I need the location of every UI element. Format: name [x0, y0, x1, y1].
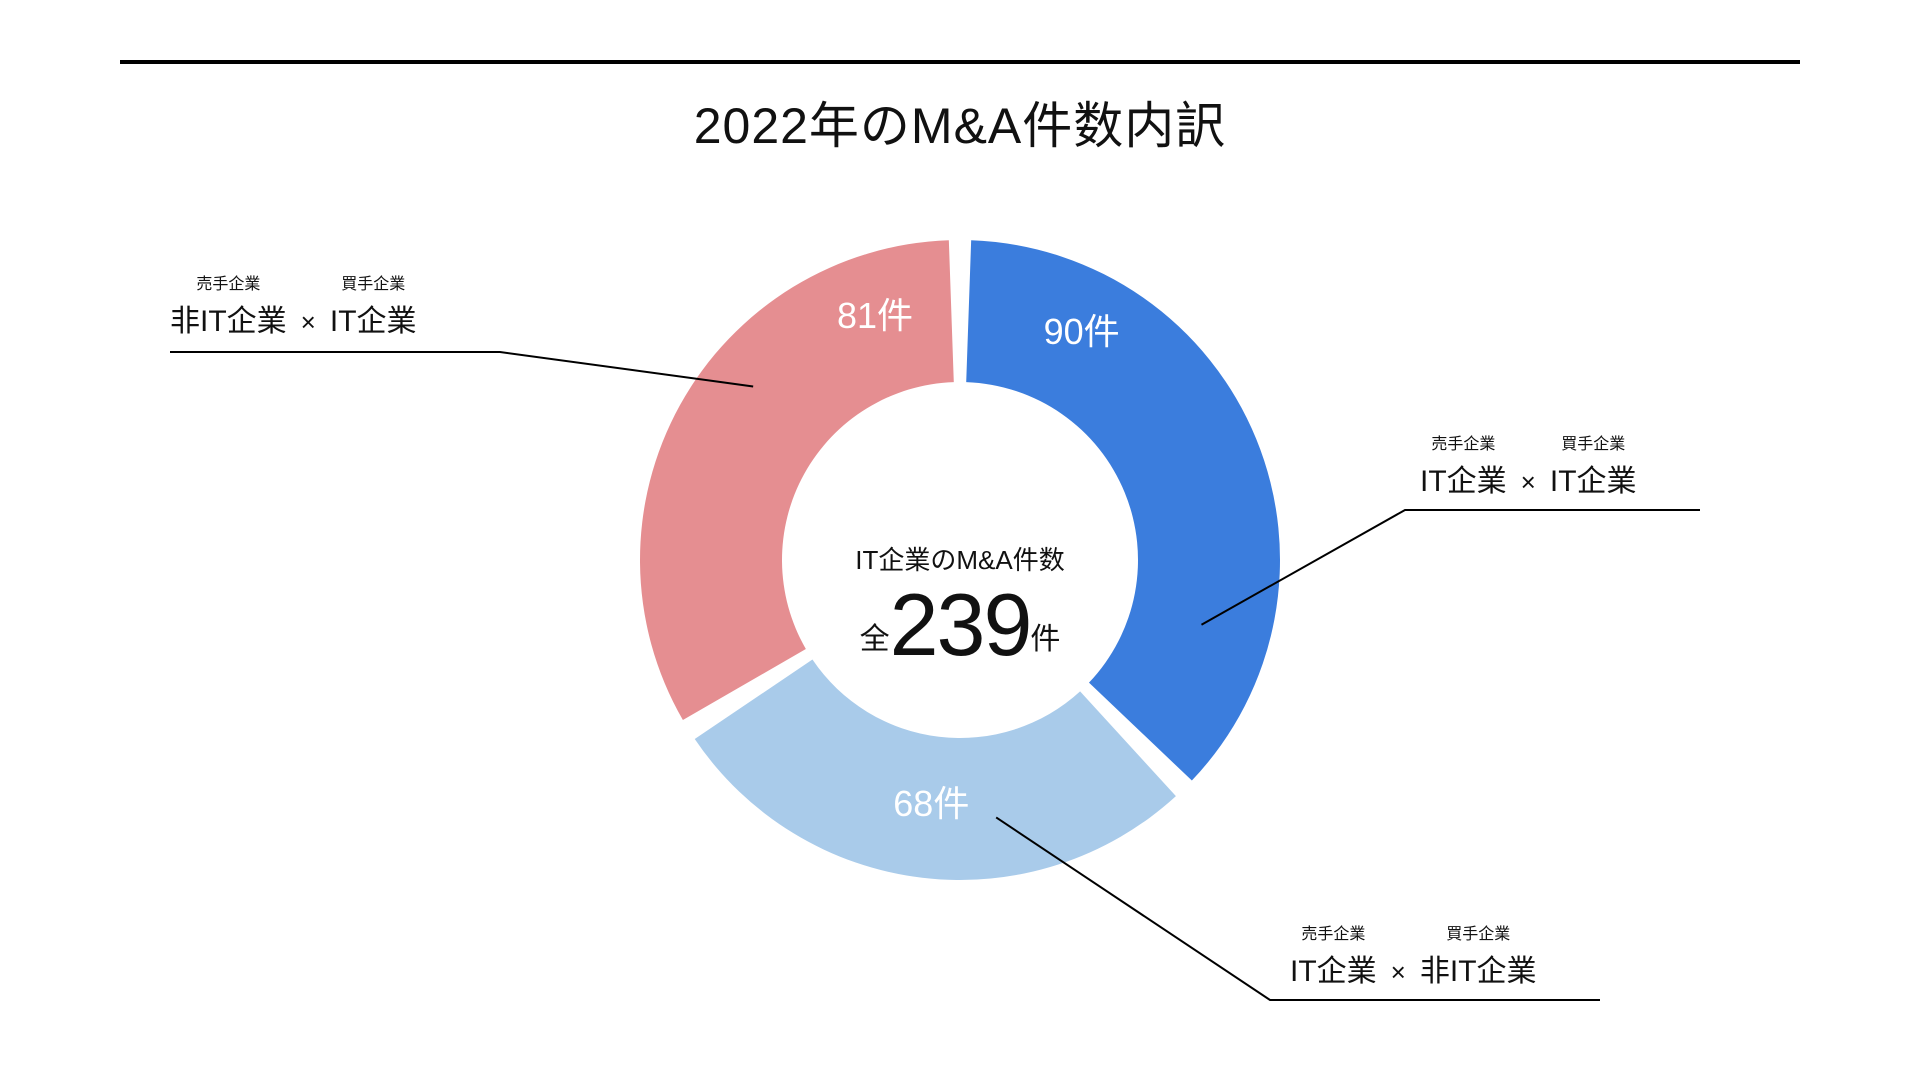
center-label: IT企業のM&A件数 全239件	[760, 540, 1160, 669]
center-suffix: 件	[1030, 623, 1060, 656]
center-prefix: 全	[860, 623, 890, 656]
center-value: 239	[890, 575, 1031, 674]
callout-nonit-it: 売手企業 非IT企業 × 買手企業 IT企業	[170, 270, 417, 340]
slice-value-it-nonit: 68件	[893, 775, 969, 827]
slice-value-it-it: 90件	[1044, 303, 1120, 355]
center-sub: IT企業のM&A件数	[760, 540, 1160, 577]
callout-it-it: 売手企業 IT企業 × 買手企業 IT企業	[1420, 430, 1637, 500]
slice-value-nonit-it: 81件	[837, 287, 913, 339]
chart-title: 2022年のM&A件数内訳	[0, 86, 1920, 158]
center-main: 全239件	[760, 581, 1160, 669]
top-rule	[120, 60, 1800, 64]
callout-it-nonit: 売手企業 IT企業 × 買手企業 非IT企業	[1290, 920, 1537, 990]
